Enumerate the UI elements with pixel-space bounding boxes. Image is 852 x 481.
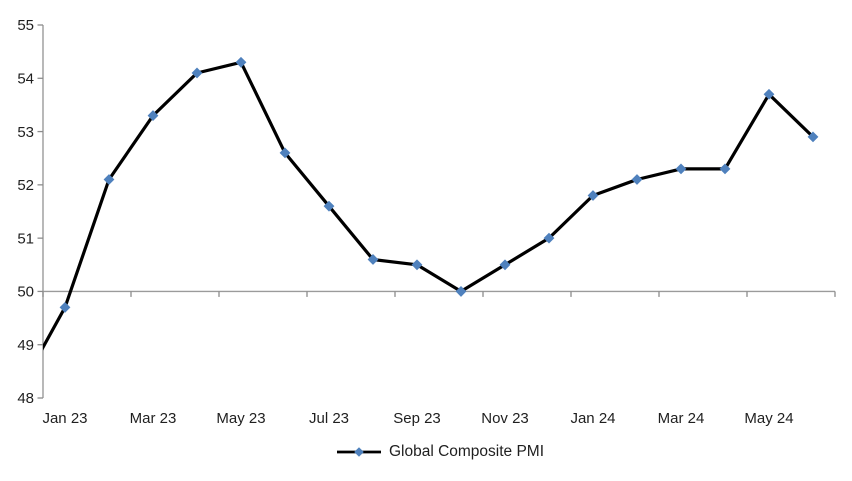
x-axis-tick-label: May 24: [744, 410, 793, 427]
data-point-marker: [367, 254, 379, 265]
y-axis-tick-label: 49: [17, 337, 34, 354]
data-point-marker: [587, 190, 599, 201]
data-point-marker: [323, 200, 335, 212]
data-point-marker: [499, 259, 511, 271]
legend-label: Global Composite PMI: [388, 443, 545, 460]
y-axis-tick-label: 52: [17, 177, 34, 194]
x-axis-tick-label: Jul 23: [309, 410, 349, 427]
x-axis-tick-label: Mar 23: [130, 410, 177, 427]
legend: Global Composite PMI: [14, 440, 852, 464]
legend-line-marker-icon: [336, 447, 381, 457]
data-point-marker: [279, 147, 291, 159]
y-axis-tick-label: 55: [17, 17, 34, 34]
data-point-marker: [103, 174, 115, 185]
data-point-marker: [191, 67, 203, 79]
legend-diamond-marker: [354, 447, 364, 457]
data-point-marker: [235, 56, 247, 68]
data-point-marker: [763, 88, 775, 100]
data-point-marker: [59, 302, 71, 313]
y-axis-tick-label: 54: [17, 70, 34, 87]
data-point-marker: [675, 163, 687, 175]
y-axis-tick-label: 51: [17, 230, 34, 247]
data-point-marker: [631, 174, 643, 185]
y-axis-tick-label: 50: [17, 284, 34, 301]
x-axis-tick-label: May 23: [216, 410, 265, 427]
y-axis-tick-label: 48: [17, 390, 34, 407]
x-axis-tick-label: Jan 23: [42, 410, 87, 427]
data-point-marker: [807, 131, 819, 143]
data-point-marker: [455, 286, 467, 297]
data-point-marker: [719, 163, 731, 175]
chart-plot-area: 48 49 50 51 52 53 54 55 Jan 23 Mar 23 May 23 Jul 23…: [17, 17, 836, 427]
data-point-marker: [411, 259, 423, 271]
x-axis-tick-label: Mar 24: [658, 410, 705, 427]
series-line: [43, 60, 815, 351]
data-point-marker: [543, 232, 555, 244]
x-axis-tick-label: Nov 23: [481, 410, 529, 427]
x-axis-tick-label: Sep 23: [393, 410, 441, 427]
data-point-marker: [147, 110, 159, 121]
y-axis-tick-label: 53: [17, 124, 34, 141]
x-axis-tick-label: Jan 24: [570, 410, 615, 427]
